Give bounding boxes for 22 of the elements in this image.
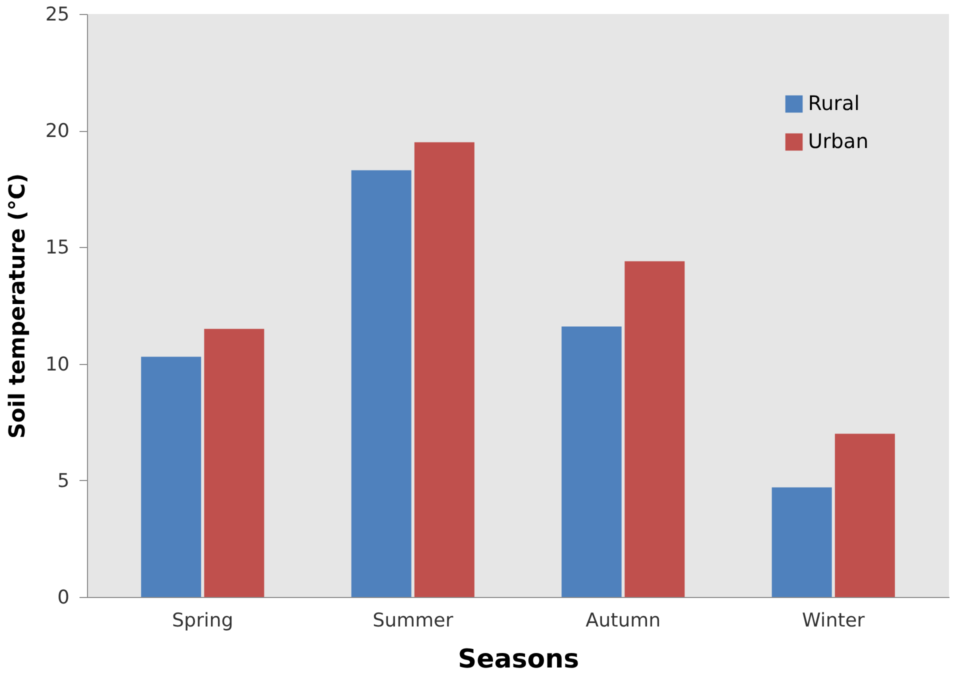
bar	[562, 326, 622, 597]
y-tick-label: 0	[57, 586, 70, 608]
y-tick-label: 10	[45, 353, 70, 376]
y-axis-title: Soil temperature (°C)	[5, 173, 30, 439]
legend-label: Rural	[808, 91, 860, 115]
y-tick-label: 20	[45, 120, 70, 142]
x-tick-label: Winter	[802, 610, 865, 632]
bar	[204, 328, 264, 597]
x-tick-label: Autumn	[586, 610, 661, 632]
y-tick-label: 25	[45, 4, 70, 26]
bar	[414, 142, 474, 597]
x-axis-title: Seasons	[458, 644, 580, 674]
bar	[351, 170, 412, 597]
y-tick-label: 15	[45, 236, 70, 259]
y-tick-label: 5	[57, 470, 70, 492]
x-tick-label: Summer	[372, 610, 454, 632]
bar	[624, 261, 685, 597]
bar	[772, 487, 832, 597]
x-tick-label: Spring	[172, 610, 234, 632]
bar	[834, 434, 895, 597]
bar	[141, 356, 202, 597]
legend-label: Urban	[808, 129, 868, 153]
